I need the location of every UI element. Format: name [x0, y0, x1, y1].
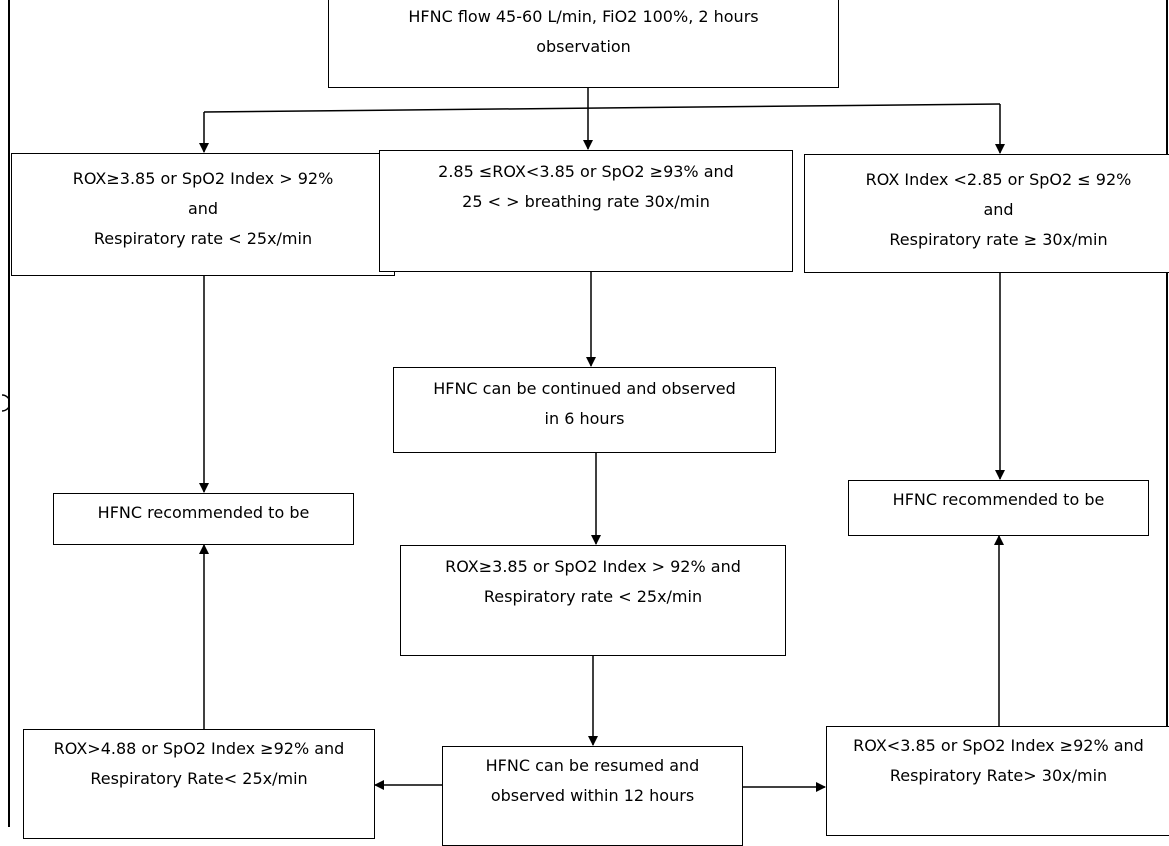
box-right-recommend-text: HFNC recommended to be [892, 490, 1105, 509]
box-start-line-1: HFNC flow 45-60 L/min, FiO2 100%, 2 hour… [408, 7, 759, 26]
box-middle-recheck-line-1: ROX≥3.85 or SpO2 Index > 92% and [445, 557, 741, 576]
box-start-hfnc-flow: HFNC flow 45-60 L/min, FiO2 100%, 2 hour… [328, 0, 839, 88]
box-middle-criteria-line-1: 2.85 ≤ROX<3.85 or SpO2 ≥93% and [438, 162, 734, 181]
box-left-recommend: HFNC recommended to be [53, 493, 354, 545]
box-left-bottom-line-2: Respiratory Rate< 25x/min [90, 769, 308, 788]
box-start-line-2: observation [536, 37, 631, 56]
clipped-circle-mark [1, 394, 10, 412]
box-resume-12-hours: HFNC can be resumed and observed within … [442, 746, 743, 846]
box-right-bottom-criteria: ROX<3.85 or SpO2 Index ≥92% and Respirat… [826, 726, 1169, 836]
box-continue-6-hours: HFNC can be continued and observed in 6 … [393, 367, 776, 453]
box-resume-line-2: observed within 12 hours [490, 786, 695, 805]
box-continue-line-2: in 6 hours [544, 409, 625, 428]
box-middle-criteria-line-2: 25 < > breathing rate 30x/min [462, 192, 710, 211]
connector-branch-horizontal [203, 103, 1001, 113]
box-left-criteria-line-2: and [187, 199, 219, 218]
box-right-bottom-line-1: ROX<3.85 or SpO2 Index ≥92% and [853, 736, 1144, 755]
box-middle-recheck-line-2: Respiratory rate < 25x/min [483, 587, 703, 606]
box-left-criteria: ROX≥3.85 or SpO2 Index > 92% and Respira… [11, 153, 395, 276]
box-left-criteria-line-1: ROX≥3.85 or SpO2 Index > 92% [72, 169, 334, 188]
box-resume-line-1: HFNC can be resumed and [485, 756, 700, 775]
page-border-right [1166, 0, 1168, 827]
box-right-criteria-line-3: Respiratory rate ≥ 30x/min [889, 230, 1108, 249]
box-right-criteria-line-1: ROX Index <2.85 or SpO2 ≤ 92% [865, 170, 1132, 189]
box-left-bottom-line-1: ROX>4.88 or SpO2 Index ≥92% and [53, 739, 345, 758]
box-continue-line-1: HFNC can be continued and observed [433, 379, 736, 398]
box-left-criteria-line-3: Respiratory rate < 25x/min [93, 229, 313, 248]
box-right-recommend: HFNC recommended to be [848, 480, 1149, 536]
box-left-bottom-criteria: ROX>4.88 or SpO2 Index ≥92% and Respirat… [23, 729, 375, 839]
flowchart-connectors [199, 88, 1005, 792]
box-right-criteria: ROX Index <2.85 or SpO2 ≤ 92% and Respir… [804, 154, 1169, 273]
page-border-left [8, 0, 10, 827]
box-right-criteria-line-2: and [983, 200, 1014, 219]
box-left-recommend-text: HFNC recommended to be [97, 503, 310, 522]
box-right-bottom-line-2: Respiratory Rate> 30x/min [889, 766, 1108, 785]
box-middle-criteria: 2.85 ≤ROX<3.85 or SpO2 ≥93% and 25 < > b… [379, 150, 793, 272]
box-middle-recheck: ROX≥3.85 or SpO2 Index > 92% and Respira… [400, 545, 786, 656]
